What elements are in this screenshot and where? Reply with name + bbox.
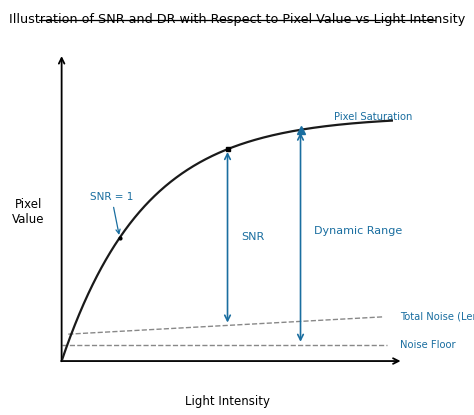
Text: Pixel Saturation: Pixel Saturation bbox=[334, 112, 412, 122]
Text: Pixel
Value: Pixel Value bbox=[12, 198, 45, 226]
Text: Dynamic Range: Dynamic Range bbox=[314, 226, 402, 236]
Text: SNR = 1: SNR = 1 bbox=[90, 192, 133, 234]
Text: Light Intensity: Light Intensity bbox=[185, 395, 270, 408]
Text: Total Noise (Lens inc): Total Noise (Lens inc) bbox=[400, 312, 474, 322]
Text: Illustration of SNR and DR with Respect to Pixel Value vs Light Intensity: Illustration of SNR and DR with Respect … bbox=[9, 13, 465, 26]
Text: Noise Floor: Noise Floor bbox=[400, 339, 456, 349]
Text: SNR: SNR bbox=[241, 232, 264, 242]
